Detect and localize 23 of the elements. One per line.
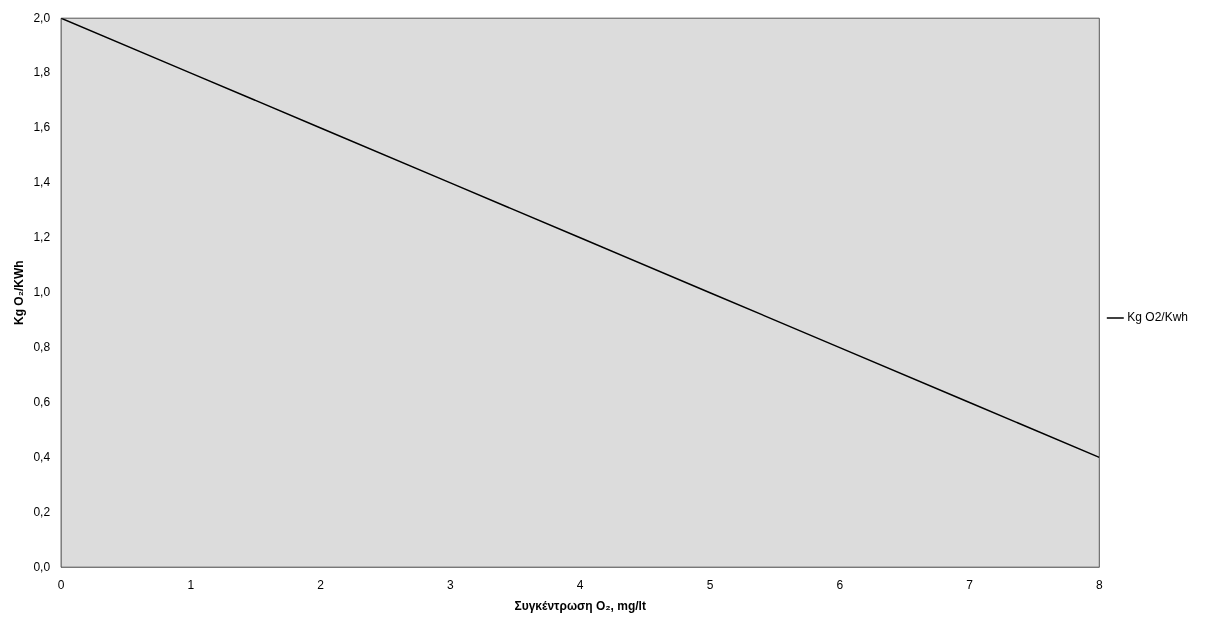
y-tick-label: 2,0 — [33, 10, 51, 25]
y-tick-label: 0,0 — [33, 559, 51, 574]
x-tick-label: 3 — [447, 577, 455, 592]
x-tick-label: 0 — [57, 577, 65, 592]
y-tick-label: 0,8 — [33, 339, 51, 354]
legend-label: Kg O2/Kwh — [1127, 310, 1189, 325]
y-tick-label: 1,0 — [33, 285, 51, 300]
x-axis-title: Συγκέντρωση O₂, mg/lt — [514, 599, 646, 614]
y-tick-label: 1,6 — [33, 120, 51, 135]
x-tick-label: 8 — [1095, 577, 1103, 592]
y-axis-title: Kg O₂/KWh — [11, 260, 26, 326]
y-tick-label: 1,2 — [33, 230, 51, 245]
y-tick-label: 0,2 — [33, 504, 51, 519]
x-tick-label: 2 — [317, 577, 325, 592]
y-tick-label: 1,4 — [33, 175, 51, 190]
x-tick-label: 1 — [187, 577, 195, 592]
x-tick-label: 7 — [966, 577, 974, 592]
y-tick-label: 1,8 — [33, 65, 51, 80]
y-tick-label: 0,4 — [33, 449, 51, 464]
x-tick-label: 4 — [576, 577, 584, 592]
x-tick-label: 5 — [706, 577, 714, 592]
x-tick-label: 6 — [836, 577, 844, 592]
y-tick-label: 0,6 — [33, 394, 51, 409]
